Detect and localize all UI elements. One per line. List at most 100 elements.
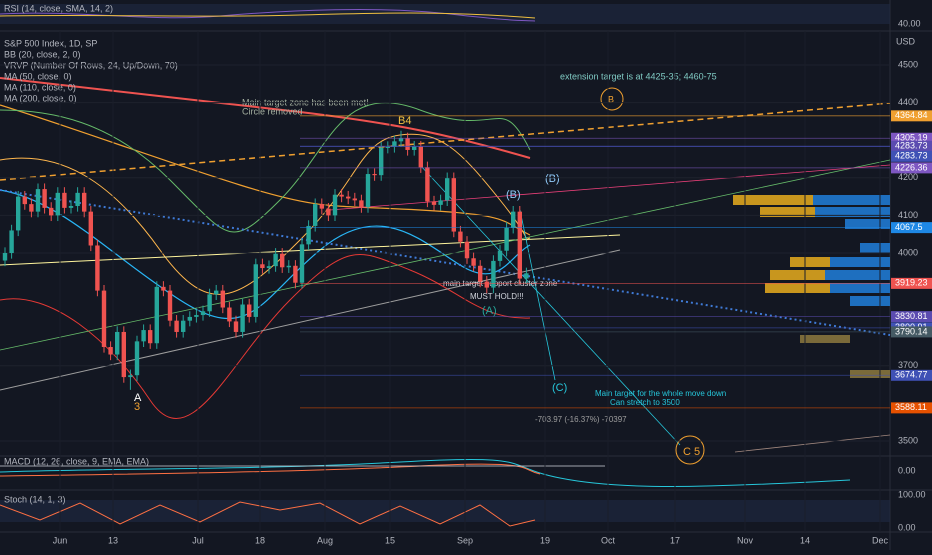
annotation: Main target for the whole move down <box>595 389 726 398</box>
x-tick-label: Jul <box>192 535 204 545</box>
candle-body <box>75 192 80 206</box>
candle-body <box>365 174 371 208</box>
x-tick-label: Nov <box>737 535 754 545</box>
candle-body <box>352 198 357 201</box>
annotation: C 5 <box>683 446 700 458</box>
currency: USD <box>896 36 916 46</box>
candle-body <box>471 258 476 266</box>
candle-body <box>174 320 179 332</box>
candle-body <box>101 290 107 347</box>
candle-body <box>306 225 311 245</box>
legend-entry: S&P 500 Index, 1D, SP <box>4 38 97 48</box>
candle-body <box>497 250 503 261</box>
price-label-bg <box>891 326 932 338</box>
trendline <box>329 164 891 211</box>
annotation: extension target is at 4425-35; 4460-75 <box>560 71 717 81</box>
candle-body <box>392 141 397 147</box>
candle-body <box>200 311 206 316</box>
candle-body <box>385 146 390 148</box>
candle-body <box>438 200 443 205</box>
candle-body <box>227 307 232 322</box>
candle-body <box>524 273 529 279</box>
candle-body <box>273 253 278 267</box>
candle-body <box>134 341 140 376</box>
candle-body <box>425 167 430 202</box>
candle-body <box>29 204 34 212</box>
candle-body <box>405 138 410 150</box>
annotation: 3 <box>134 401 140 413</box>
candle-body <box>22 196 27 205</box>
vp-row <box>850 370 890 378</box>
candle-body <box>379 147 384 176</box>
macd-level: 0.00 <box>898 465 916 475</box>
x-tick-label: 14 <box>800 535 810 545</box>
x-tick-label: 15 <box>385 535 395 545</box>
legend-entry: BB (20, close, 2, 0) <box>4 49 81 59</box>
candle-body <box>220 290 225 308</box>
candle-body <box>478 265 483 282</box>
annotation: Can stretch to 3500 <box>610 398 680 407</box>
x-tick-label: 13 <box>108 535 118 545</box>
price-label-bg <box>891 311 932 323</box>
price-label: 3588.11 <box>895 402 927 412</box>
candle-body <box>286 265 291 268</box>
x-tick-label: Aug <box>317 535 333 545</box>
vp-row <box>825 270 890 280</box>
annotation: -703.97 (-16.37%) -70397 <box>535 415 627 424</box>
price-label: 4067.5 <box>895 222 923 232</box>
annotation: (A) <box>482 305 497 317</box>
macd-signal <box>0 463 541 477</box>
vp-row <box>830 257 890 267</box>
candle-body <box>194 315 199 317</box>
vp-row <box>850 296 890 306</box>
candle-body <box>491 260 496 288</box>
stoch-band <box>0 500 890 522</box>
annotation: MUST HOLD!!! <box>470 292 524 301</box>
candle-body <box>68 206 74 208</box>
y-tick-label: 4000 <box>898 247 918 257</box>
candle-body <box>398 138 404 142</box>
y-tick-label: 4100 <box>898 210 918 220</box>
price-label: 4364.84 <box>895 110 928 120</box>
annotation: B4 <box>398 115 411 127</box>
candle-body <box>260 264 265 269</box>
legend-entry: MA (50, close, 0) <box>4 71 72 81</box>
candle-body <box>359 200 364 208</box>
candle-body <box>293 265 298 283</box>
x-tick-label: Dec <box>872 535 889 545</box>
x-tick-label: Oct <box>601 535 616 545</box>
candle-body <box>372 174 377 176</box>
candle-body <box>148 330 153 344</box>
price-label: 3790.14 <box>895 326 928 336</box>
candle-body <box>161 286 166 291</box>
macd-line <box>0 458 851 487</box>
candle-body <box>187 316 192 321</box>
stoch-high: 100.00 <box>898 489 926 499</box>
candle-body <box>517 211 522 279</box>
candle-body <box>332 194 338 216</box>
candle-body <box>82 192 87 212</box>
stoch-low: 0.00 <box>898 522 916 532</box>
price-label-bg <box>891 132 932 144</box>
candle-body <box>319 204 324 209</box>
target-circle <box>675 435 705 465</box>
candle-body <box>266 266 272 269</box>
price-label: 3674.77 <box>895 370 928 380</box>
candle-body <box>339 194 344 197</box>
price-label: 4305.19 <box>895 133 928 143</box>
y-tick-label: 3500 <box>898 435 918 445</box>
x-tick-label: 18 <box>255 535 265 545</box>
annotation: A <box>134 392 142 404</box>
price-label: 3919.23 <box>895 278 928 288</box>
candle-body <box>504 227 509 251</box>
annotation: B <box>608 94 614 104</box>
price-label-bg <box>891 150 932 162</box>
x-tick-label: 17 <box>670 535 680 545</box>
projection <box>419 164 681 446</box>
trendline <box>0 189 891 336</box>
rsi-level: 40.00 <box>898 18 921 28</box>
candle-body <box>484 281 489 288</box>
projection <box>519 209 556 381</box>
trendline <box>0 159 891 351</box>
vp-row <box>860 243 890 253</box>
